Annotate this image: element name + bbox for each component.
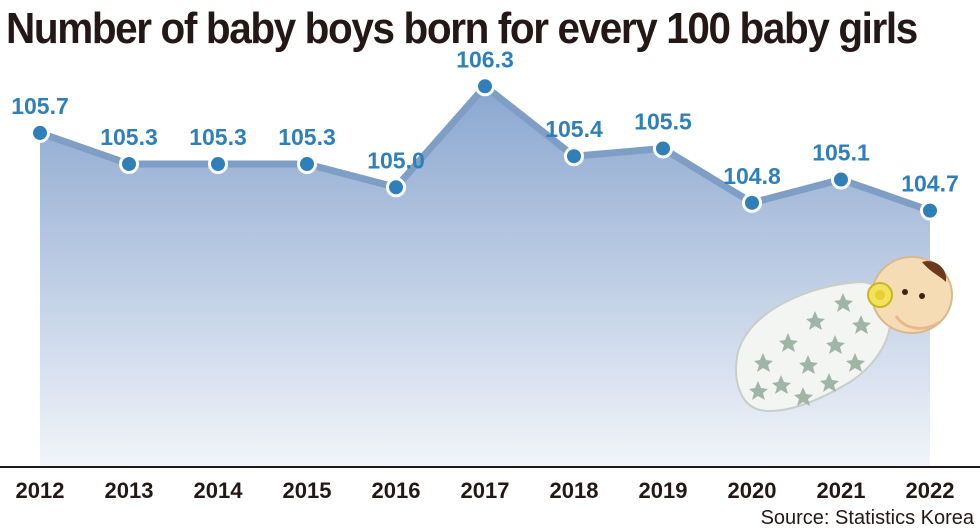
x-tick-label-2019: 2019	[639, 478, 688, 503]
x-tick-label-2014: 2014	[194, 478, 244, 503]
data-point-2015	[297, 154, 317, 174]
data-point-2022	[920, 200, 940, 221]
value-label-2019: 105.5	[634, 108, 692, 134]
x-tick-label-2013: 2013	[105, 478, 154, 503]
area-fill	[40, 86, 930, 468]
x-tick-label-2020: 2020	[728, 478, 777, 503]
value-label-2015: 105.3	[278, 124, 336, 150]
x-tick-label-2012: 2012	[16, 478, 65, 503]
value-label-2020: 104.8	[723, 163, 781, 189]
value-label-2014: 105.3	[189, 124, 247, 150]
value-label-2016: 105.0	[367, 147, 425, 173]
x-tick-label-2022: 2022	[906, 478, 955, 503]
x-tick-label-2021: 2021	[817, 478, 866, 503]
value-label-2021: 105.1	[812, 140, 870, 166]
data-point-2019	[653, 138, 673, 159]
value-label-2018: 105.4	[545, 116, 603, 142]
x-tick-label-2016: 2016	[372, 478, 421, 503]
data-point-2020	[742, 192, 762, 213]
data-point-2021	[831, 169, 851, 190]
chart-title: Number of baby boys born for every 100 b…	[6, 4, 918, 53]
data-point-2016	[386, 177, 406, 198]
source-note: Source: Statistics Korea	[760, 507, 974, 529]
data-point-2014	[208, 154, 228, 174]
data-point-2012	[30, 122, 50, 143]
value-label-2013: 105.3	[100, 124, 158, 150]
data-point-2018	[564, 146, 584, 167]
x-tick-label-2017: 2017	[461, 478, 510, 503]
swaddled-baby-icon	[735, 256, 953, 412]
x-tick-label-2015: 2015	[283, 478, 332, 503]
x-tick-label-2018: 2018	[550, 478, 599, 503]
data-point-2017	[475, 76, 495, 97]
value-label-2022: 104.7	[901, 171, 959, 197]
value-label-2012: 105.7	[11, 93, 69, 119]
data-point-2013	[119, 154, 139, 174]
value-label-2017: 106.3	[456, 46, 514, 72]
